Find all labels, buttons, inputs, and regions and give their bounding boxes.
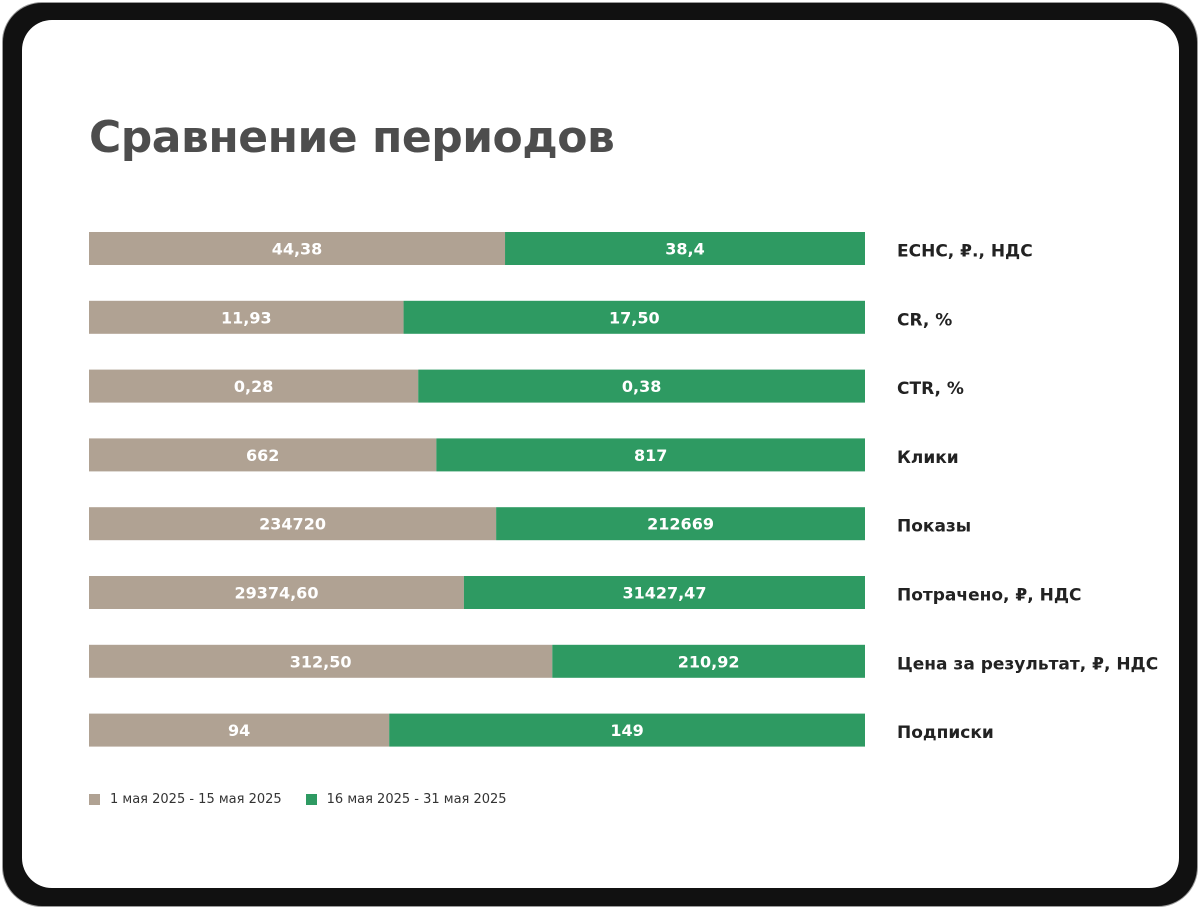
bar-value-period1: 29374,60 (234, 584, 318, 603)
legend-label-period1: 1 мая 2025 - 15 мая 2025 (110, 792, 282, 807)
category-label: Подписки (897, 723, 994, 743)
legend-swatch-period2 (305, 794, 317, 805)
comparison-bar-chart: 44,38 38,4 ЕСНС, ₽., НДС 11,93 17,50 CR, % 0,2… (89, 232, 1158, 747)
bar-value-period1: 94 (228, 721, 250, 740)
bar-period2 (436, 438, 865, 472)
bar-value-period1: 0,28 (234, 377, 273, 396)
legend-swatch-period1 (89, 794, 100, 805)
bar-value-period2: 0,38 (622, 377, 661, 396)
category-label: Цена за результат, ₽, НДС (897, 654, 1158, 674)
bar-value-period2: 38,4 (665, 240, 704, 259)
bar-period1 (89, 369, 419, 403)
bar-value-period1: 44,38 (272, 240, 323, 259)
bar-value-period2: 17,50 (609, 308, 660, 327)
bar-period2 (552, 644, 865, 678)
bar-value-period2: 210,92 (678, 652, 740, 671)
bar-period2 (403, 300, 865, 334)
bar-period1 (89, 232, 506, 265)
category-label: CTR, % (897, 379, 964, 399)
bar-period1 (89, 576, 464, 609)
bar-period1 (89, 644, 553, 678)
bar-period2 (505, 232, 865, 265)
bar-value-period2: 31427,47 (622, 584, 706, 603)
bar-value-period1: 312,50 (290, 652, 352, 671)
bar-period1 (89, 438, 437, 472)
category-label: ЕСНС, ₽., НДС (897, 242, 1033, 262)
category-label: Потрачено, ₽, НДС (897, 586, 1081, 606)
bar-period2 (389, 713, 865, 747)
bar-period1 (89, 300, 404, 334)
category-label: Клики (897, 448, 959, 468)
page-title: Сравнение периодов (89, 112, 615, 163)
legend: 1 мая 2025 - 15 мая 2025 16 мая 2025 - 3… (89, 792, 531, 807)
bar-period1 (89, 507, 497, 541)
category-label: CR, % (897, 310, 952, 330)
legend-item-period1: 1 мая 2025 - 15 мая 2025 (89, 792, 282, 807)
legend-label-period2: 16 мая 2025 - 31 мая 2025 (326, 792, 507, 807)
category-label: Показы (897, 517, 971, 537)
bar-value-period2: 817 (634, 446, 667, 465)
bar-period2 (418, 369, 865, 403)
bar-value-period2: 149 (610, 721, 643, 740)
bar-value-period2: 212669 (647, 515, 714, 534)
legend-item-period2: 16 мая 2025 - 31 мая 2025 (305, 792, 507, 807)
bar-value-period1: 11,93 (221, 308, 272, 327)
slide: Сравнение периодов 44,38 38,4 ЕСНС, ₽., НД… (22, 20, 1179, 888)
bar-period2 (496, 507, 865, 541)
bar-period2 (463, 576, 865, 609)
bar-value-period1: 234720 (259, 515, 326, 534)
bar-value-period1: 662 (246, 446, 279, 465)
bar-period1 (89, 713, 390, 747)
